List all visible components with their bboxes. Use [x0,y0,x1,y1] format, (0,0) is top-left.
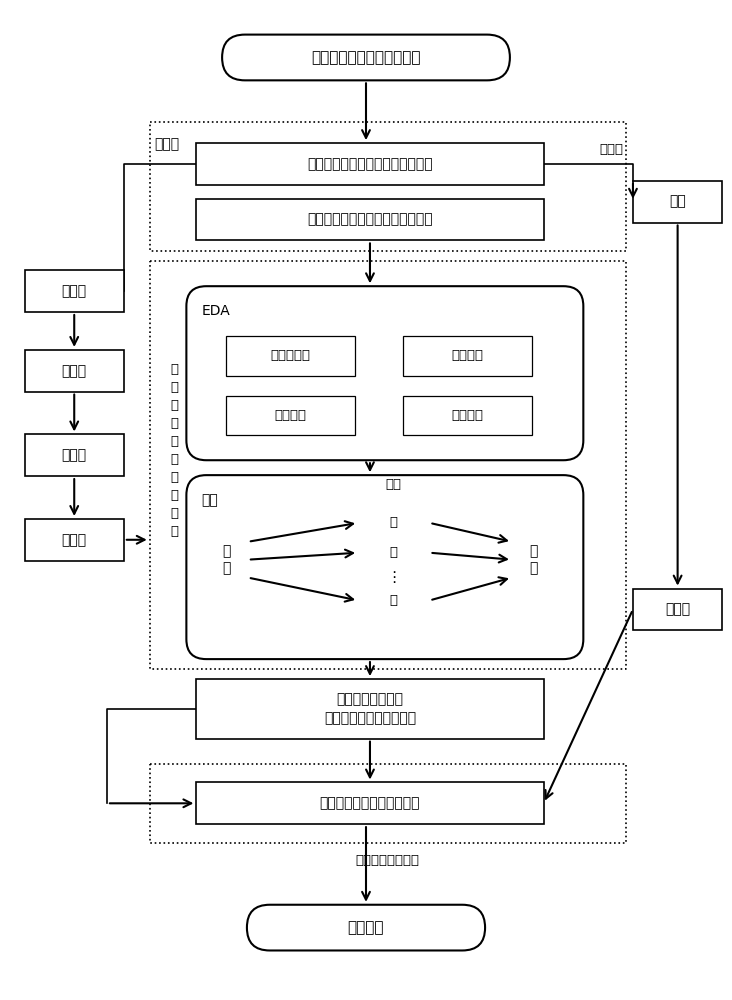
Text: 打标签: 打标签 [665,602,690,616]
Text: 外文: 外文 [386,478,402,491]
Text: 步骤二: 步骤二 [61,364,87,378]
Text: 日: 日 [389,594,397,607]
Bar [403,336,531,376]
Text: 步
骤
五
的
混
合
数
据
增
强: 步 骤 五 的 混 合 数 据 增 强 [171,363,179,538]
Text: 法: 法 [389,546,397,559]
Bar [196,143,544,185]
Bar [196,679,544,739]
Text: 初始化故障诊断与排除系统: 初始化故障诊断与排除系统 [311,50,421,65]
FancyBboxPatch shape [222,35,510,80]
FancyBboxPatch shape [247,905,485,950]
Bar [25,434,124,476]
Text: 盾构机故障类型库: 盾构机故障类型库 [356,854,420,867]
Text: 有标签的盾构机故障记录文本数据: 有标签的盾构机故障记录文本数据 [307,157,433,171]
Text: 中
文: 中 文 [222,544,231,575]
Text: 步骤三: 步骤三 [61,448,87,462]
Text: 回译: 回译 [201,493,218,507]
Text: 无标签的盾构机故障记录文本数据: 无标签的盾构机故障记录文本数据 [307,213,433,227]
Bar [196,199,544,240]
Bar [226,336,355,376]
Text: 步骤一: 步骤一 [61,284,87,298]
Bar [633,181,722,223]
Text: 步骤四: 步骤四 [61,533,87,547]
Text: 随机插入: 随机插入 [451,409,483,422]
Text: 摘标签: 摘标签 [599,143,623,156]
Bar [25,350,124,392]
Text: 标签: 标签 [669,195,686,209]
Text: 同义词替换: 同义词替换 [271,349,310,362]
FancyBboxPatch shape [187,475,583,659]
Text: 采集端: 采集端 [154,137,180,151]
Text: 随机删除: 随机删除 [451,349,483,362]
Bar [226,396,355,435]
Text: 增强后的无标签的
盾构机故障记录文本数据: 增强后的无标签的 盾构机故障记录文本数据 [324,693,416,725]
Text: 故障类型: 故障类型 [348,920,384,935]
Bar [403,396,531,435]
Bar [25,519,124,561]
Text: EDA: EDA [201,304,230,318]
Text: 英: 英 [389,516,397,529]
Bar [633,589,722,630]
FancyBboxPatch shape [187,286,583,460]
Text: 盾构机故障记录文本语料库: 盾构机故障记录文本语料库 [320,796,420,810]
Text: 随机交换: 随机交换 [274,409,307,422]
Text: 中
文: 中 文 [529,544,538,575]
Bar [196,782,544,824]
Text: ⋮: ⋮ [386,570,401,585]
Bar [25,270,124,312]
